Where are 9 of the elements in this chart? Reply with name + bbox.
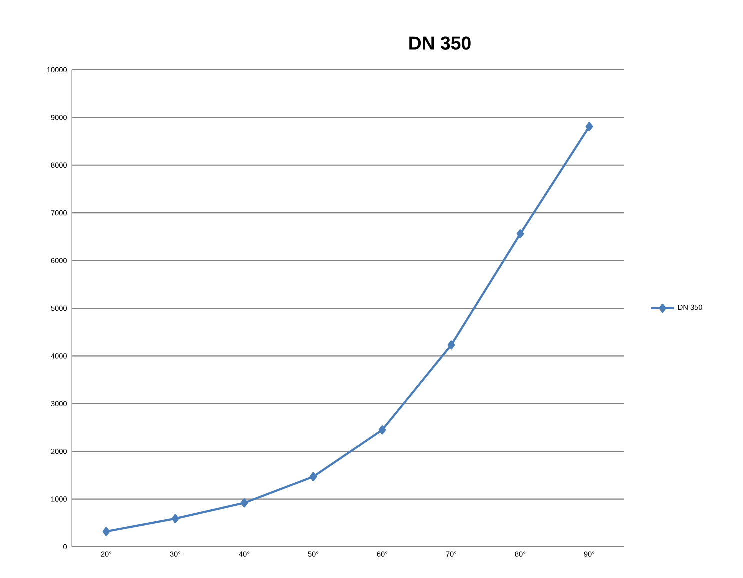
point <box>172 514 180 524</box>
point <box>240 498 248 508</box>
chart-title: DN 350 <box>410 36 471 50</box>
point <box>102 527 110 536</box>
point <box>378 426 386 435</box>
point <box>448 340 456 350</box>
point <box>310 472 318 482</box>
point <box>516 230 524 239</box>
point <box>586 122 594 132</box>
